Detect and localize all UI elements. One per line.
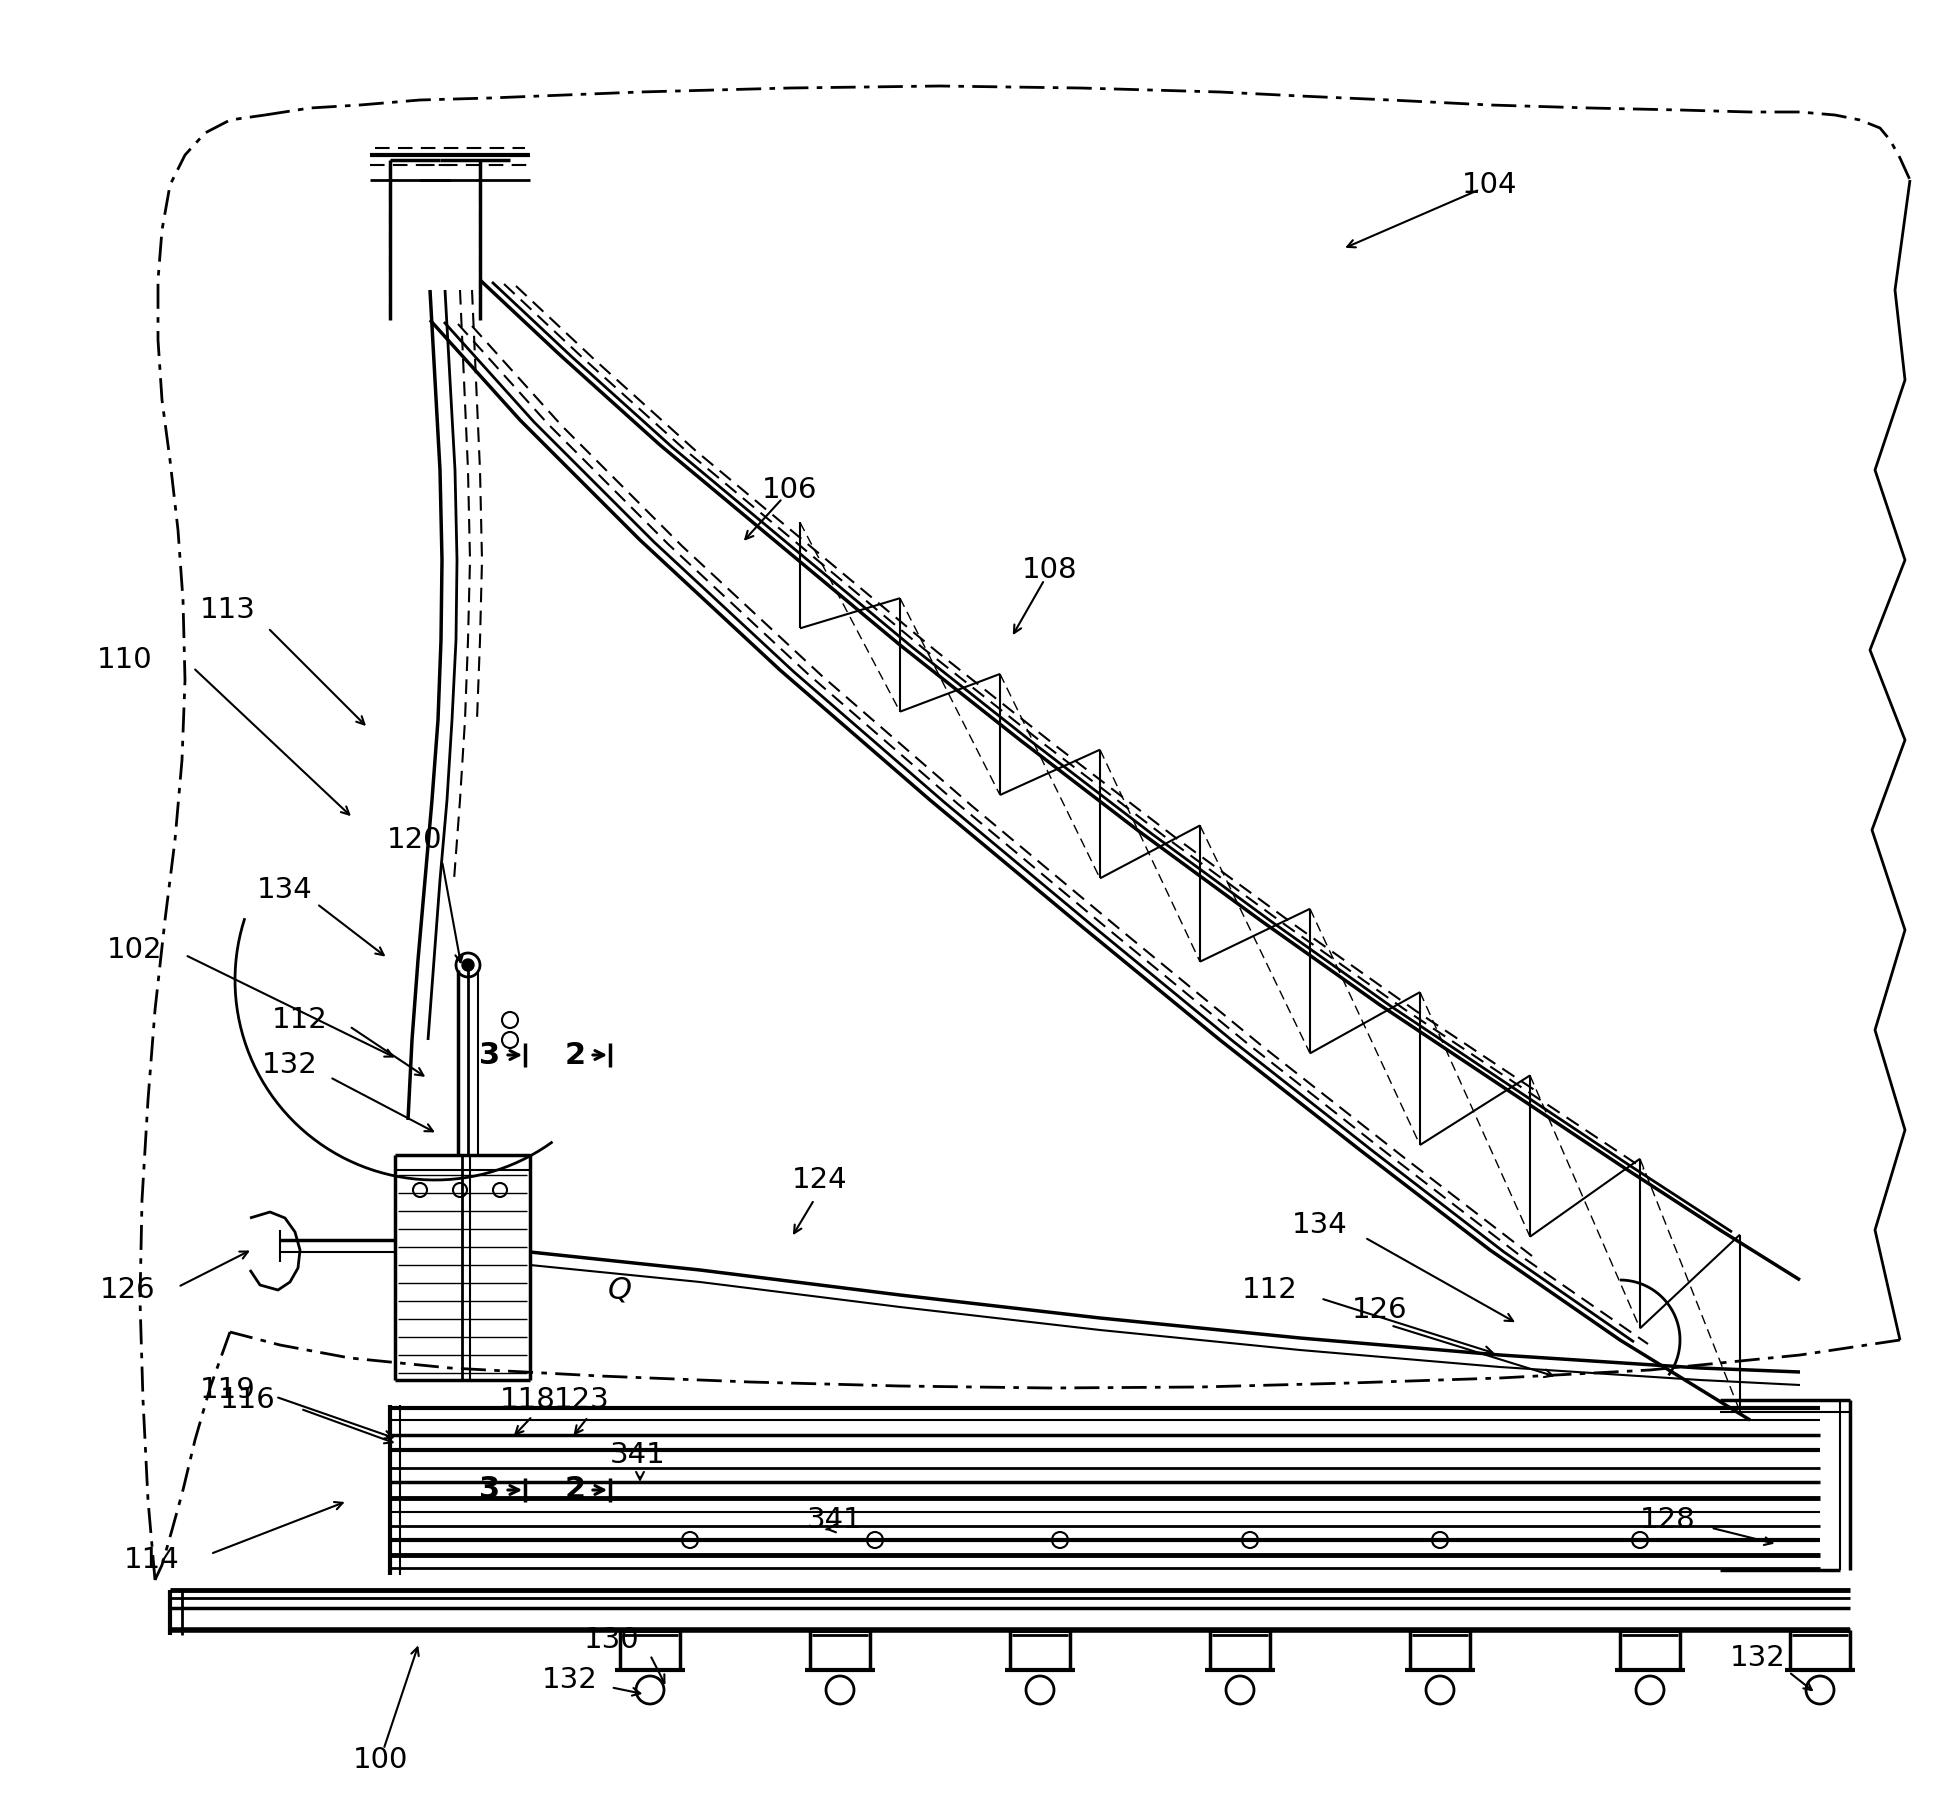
Text: 132: 132 — [1729, 1644, 1786, 1671]
Text: 116: 116 — [219, 1387, 276, 1414]
Text: 106: 106 — [763, 476, 817, 505]
Text: 110: 110 — [97, 645, 153, 674]
Text: 123: 123 — [553, 1387, 609, 1414]
Text: 2: 2 — [565, 1040, 586, 1069]
Text: 120: 120 — [388, 826, 443, 855]
Text: 134: 134 — [1293, 1212, 1347, 1239]
Text: 341: 341 — [609, 1441, 666, 1469]
Text: Q: Q — [608, 1275, 633, 1305]
Text: 130: 130 — [584, 1626, 641, 1653]
Text: 100: 100 — [353, 1745, 408, 1774]
Text: 102: 102 — [107, 936, 163, 965]
Text: 132: 132 — [542, 1666, 598, 1695]
Text: 3: 3 — [479, 1040, 501, 1069]
Text: 104: 104 — [1462, 171, 1518, 198]
Text: 112: 112 — [272, 1006, 328, 1033]
Text: 134: 134 — [256, 876, 313, 903]
Text: 118: 118 — [501, 1387, 555, 1414]
Text: 124: 124 — [792, 1167, 848, 1194]
Text: 108: 108 — [1023, 555, 1077, 584]
Text: 119: 119 — [200, 1376, 256, 1405]
Text: 114: 114 — [124, 1545, 181, 1574]
Text: 126: 126 — [101, 1277, 155, 1304]
Text: 126: 126 — [1353, 1296, 1407, 1323]
Text: 112: 112 — [1242, 1277, 1299, 1304]
Text: 341: 341 — [807, 1506, 864, 1534]
Text: 113: 113 — [200, 597, 256, 624]
Text: 3: 3 — [479, 1475, 501, 1504]
Text: 132: 132 — [262, 1051, 318, 1078]
Text: 2: 2 — [565, 1475, 586, 1504]
Text: 128: 128 — [1640, 1506, 1696, 1534]
Circle shape — [462, 959, 474, 972]
